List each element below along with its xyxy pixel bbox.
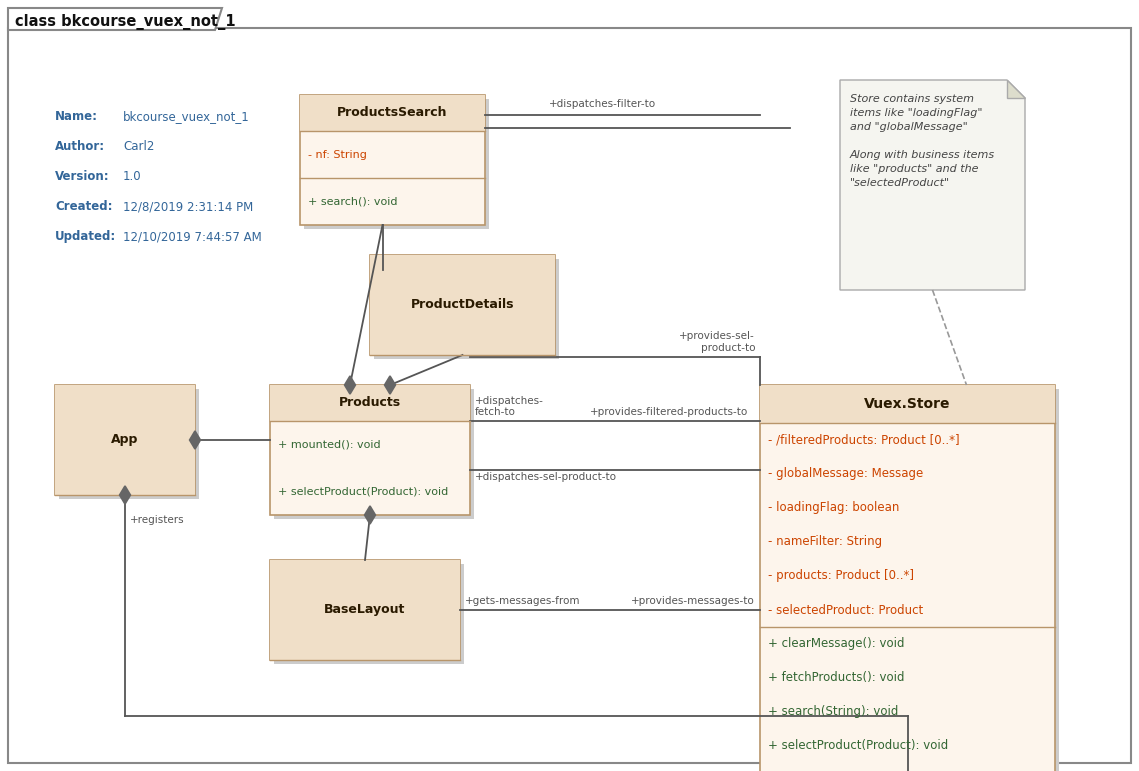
Bar: [304, 99, 489, 229]
Bar: [300, 95, 485, 225]
Text: Store contains system
items like "loadingFlag"
and "globalMessage"

Along with b: Store contains system items like "loadin…: [850, 94, 995, 188]
Text: +dispatches-sel-product-to: +dispatches-sel-product-to: [475, 473, 617, 483]
Text: +provides-sel-
product-to: +provides-sel- product-to: [679, 332, 755, 353]
Polygon shape: [1007, 80, 1025, 98]
Polygon shape: [385, 376, 395, 394]
Text: 12/8/2019 2:31:14 PM: 12/8/2019 2:31:14 PM: [123, 200, 253, 213]
Bar: [760, 385, 1055, 423]
Bar: [274, 564, 464, 664]
Polygon shape: [839, 80, 1025, 290]
Text: - nameFilter: String: - nameFilter: String: [768, 536, 882, 548]
Bar: [374, 259, 559, 359]
Text: + selectProduct(Product): void: + selectProduct(Product): void: [768, 739, 949, 752]
Text: + search(String): void: + search(String): void: [768, 705, 899, 719]
Bar: [59, 389, 199, 499]
Text: Vuex.Store: Vuex.Store: [865, 397, 951, 411]
Bar: [270, 560, 460, 660]
Text: - /filteredProducts: Product [0..*]: - /filteredProducts: Product [0..*]: [768, 433, 960, 446]
Text: - loadingFlag: boolean: - loadingFlag: boolean: [768, 501, 900, 514]
Text: - globalMessage: Message: - globalMessage: Message: [768, 467, 924, 480]
Text: +registers: +registers: [130, 515, 185, 525]
Text: ProductDetails: ProductDetails: [411, 298, 514, 311]
Polygon shape: [120, 486, 130, 504]
Text: - selectedProduct: Product: - selectedProduct: Product: [768, 604, 924, 617]
Text: +dispatches-filter-to: +dispatches-filter-to: [549, 99, 656, 109]
Text: + fetchProducts(): void: + fetchProducts(): void: [768, 672, 904, 685]
Bar: [270, 385, 470, 421]
Bar: [270, 560, 460, 660]
Text: ProductsSearch: ProductsSearch: [337, 106, 448, 120]
Text: +dispatches-
fetch-to: +dispatches- fetch-to: [475, 396, 544, 417]
Text: Updated:: Updated:: [55, 230, 116, 243]
Polygon shape: [8, 8, 222, 30]
Text: +gets-messages-from: +gets-messages-from: [465, 596, 581, 606]
Polygon shape: [345, 376, 355, 394]
Text: bkcourse_vuex_not_1: bkcourse_vuex_not_1: [123, 110, 249, 123]
Text: App: App: [112, 433, 139, 446]
Bar: [270, 385, 470, 515]
Text: +provides-messages-to: +provides-messages-to: [631, 596, 755, 606]
Bar: [764, 389, 1059, 771]
Text: + search(): void: + search(): void: [308, 197, 398, 207]
Bar: [300, 95, 485, 131]
Text: +provides-filtered-products-to: +provides-filtered-products-to: [590, 407, 748, 417]
Text: + mounted(): void: + mounted(): void: [278, 439, 380, 449]
Bar: [370, 255, 555, 355]
Text: - products: Product [0..*]: - products: Product [0..*]: [768, 570, 913, 583]
Polygon shape: [189, 431, 200, 449]
Bar: [760, 385, 1055, 771]
Text: - nf: String: - nf: String: [308, 150, 367, 160]
Text: Products: Products: [339, 396, 401, 409]
Bar: [370, 255, 555, 355]
Text: class bkcourse_vuex_not_1: class bkcourse_vuex_not_1: [15, 14, 236, 30]
Bar: [55, 385, 195, 495]
Text: 12/10/2019 7:44:57 AM: 12/10/2019 7:44:57 AM: [123, 230, 262, 243]
Text: Name:: Name:: [55, 110, 98, 123]
Text: Carl2: Carl2: [123, 140, 155, 153]
Text: + clearMessage(): void: + clearMessage(): void: [768, 638, 904, 651]
Text: Version:: Version:: [55, 170, 109, 183]
Text: BaseLayout: BaseLayout: [325, 604, 405, 617]
Text: 1.0: 1.0: [123, 170, 141, 183]
Bar: [274, 389, 474, 519]
Text: Author:: Author:: [55, 140, 105, 153]
Text: + selectProduct(Product): void: + selectProduct(Product): void: [278, 487, 449, 497]
Text: Created:: Created:: [55, 200, 113, 213]
Bar: [55, 385, 195, 495]
Polygon shape: [364, 506, 376, 524]
